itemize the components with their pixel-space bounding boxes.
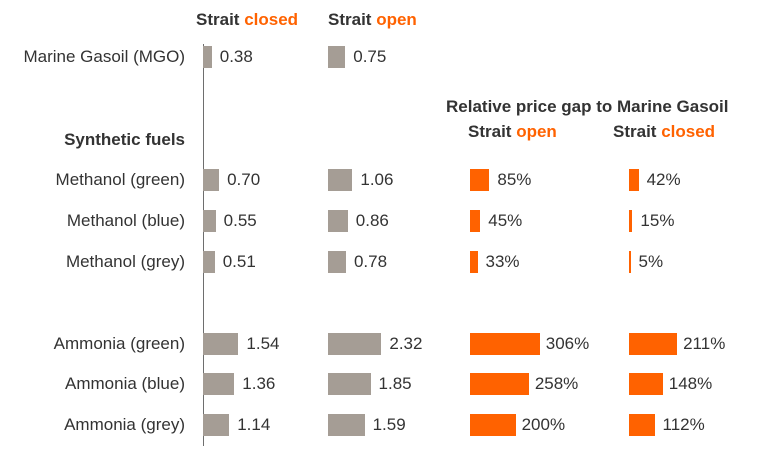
data-label-gap-open: 306% (545, 334, 590, 353)
bar-gap-open (470, 210, 481, 232)
data-label-open: 1.59 (372, 415, 406, 434)
bar-closed (203, 169, 220, 191)
header-strait-open: Strait open (328, 10, 417, 29)
bar-gap-open (470, 333, 540, 355)
data-label-open: 0.75 (353, 47, 387, 66)
data-label-open: 0.86 (355, 211, 389, 230)
category-label: Ammonia (grey) (64, 415, 185, 434)
data-label-closed: 1.36 (242, 374, 276, 393)
bar-open (328, 251, 346, 273)
data-label-gap-closed: 148% (668, 374, 713, 393)
bar-closed (203, 373, 235, 395)
bar-closed (203, 210, 216, 232)
bar-closed (203, 414, 230, 436)
bar-gap-closed (629, 251, 631, 273)
data-label-closed: 1.14 (237, 415, 271, 434)
bar-gap-closed (629, 414, 655, 436)
section-label-synthetic-fuels: Synthetic fuels (64, 130, 185, 149)
data-label-gap-closed: 5% (638, 252, 664, 271)
data-label-closed: 0.51 (222, 252, 256, 271)
data-label-gap-closed: 211% (683, 334, 726, 353)
bar-open (328, 210, 348, 232)
bar-gap-open (470, 414, 516, 436)
bar-open (328, 414, 365, 436)
data-label-gap-open: 33% (485, 252, 520, 271)
bar-gap-open (470, 169, 490, 191)
data-label-gap-closed: 15% (640, 211, 675, 230)
data-label-closed: 0.55 (223, 211, 257, 230)
header-strait-closed: Strait closed (196, 10, 299, 29)
category-label: Methanol (green) (55, 170, 185, 189)
bar-closed (203, 251, 215, 273)
gap-title: Relative price gap to Marine Gasoil (446, 97, 729, 116)
bar-gap-open (470, 251, 478, 273)
bar-gap-closed (629, 169, 639, 191)
bar-gap-closed (629, 373, 663, 395)
data-label-gap-open: 200% (521, 415, 566, 434)
header-gap-strait-closed: Strait closed (613, 122, 716, 141)
category-label: Ammonia (blue) (65, 374, 185, 393)
data-label-gap-closed: 112% (662, 415, 705, 434)
bar-open (328, 333, 382, 355)
data-label-closed: 0.38 (219, 47, 253, 66)
category-label: Marine Gasoil (MGO) (23, 47, 185, 66)
data-label-gap-closed: 42% (646, 170, 681, 189)
data-label-open: 1.06 (360, 170, 394, 189)
bar-gap-closed (629, 210, 633, 232)
data-label-gap-open: 85% (497, 170, 532, 189)
category-label: Methanol (blue) (66, 211, 185, 230)
data-label-open: 0.78 (353, 252, 388, 271)
header-gap-strait-open: Strait open (468, 122, 557, 141)
data-label-closed: 0.70 (227, 170, 261, 189)
y-axis-line (203, 44, 204, 446)
bar-closed (203, 333, 239, 355)
category-label: Methanol (grey) (65, 252, 185, 271)
bar-closed (203, 46, 212, 68)
bar-open (328, 373, 371, 395)
data-label-gap-open: 45% (488, 211, 523, 230)
data-label-open: 1.85 (378, 374, 412, 393)
bar-open (328, 46, 346, 68)
bar-gap-closed (629, 333, 678, 355)
bar-open (328, 169, 353, 191)
category-label: Ammonia (green) (53, 334, 185, 353)
bar-gap-open (470, 373, 529, 395)
data-label-open: 2.32 (389, 334, 423, 353)
data-label-gap-open: 258% (534, 374, 579, 393)
data-label-closed: 1.54 (246, 334, 280, 353)
